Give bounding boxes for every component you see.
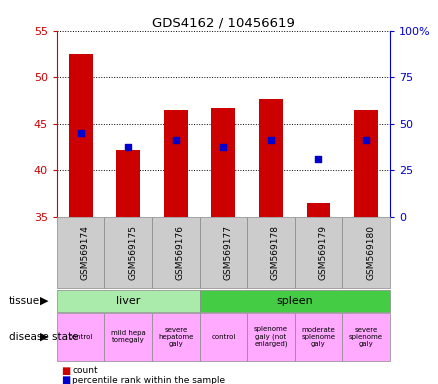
Bar (164, 110, 188, 217)
Text: splenome
galy (not
enlarged): splenome galy (not enlarged) (254, 326, 288, 348)
Bar (212, 108, 235, 217)
Point (268, 137, 275, 143)
Text: ■: ■ (61, 366, 71, 376)
Point (220, 144, 227, 150)
Text: GSM569177: GSM569177 (223, 225, 233, 280)
Bar (117, 150, 140, 217)
Text: severe
splenome
galy: severe splenome galy (349, 327, 383, 347)
Point (315, 156, 322, 162)
Point (125, 144, 132, 150)
Point (77, 130, 84, 136)
Text: GSM569178: GSM569178 (271, 225, 280, 280)
Title: GDS4162 / 10456619: GDS4162 / 10456619 (152, 17, 295, 30)
Text: severe
hepatome
galy: severe hepatome galy (158, 327, 194, 347)
Bar (69, 54, 92, 217)
Text: control: control (68, 334, 93, 340)
Text: control: control (211, 334, 236, 340)
Text: moderate
splenome
galy: moderate splenome galy (301, 327, 336, 347)
Text: mild hepa
tomegaly: mild hepa tomegaly (111, 331, 146, 343)
Text: GSM569179: GSM569179 (318, 225, 328, 280)
Text: ▶: ▶ (39, 296, 48, 306)
Bar (307, 203, 330, 217)
Text: GSM569175: GSM569175 (128, 225, 137, 280)
Text: disease state: disease state (9, 332, 78, 342)
Text: GSM569180: GSM569180 (366, 225, 375, 280)
Text: ■: ■ (61, 375, 71, 384)
Text: percentile rank within the sample: percentile rank within the sample (72, 376, 226, 384)
Bar (354, 110, 378, 217)
Text: GSM569176: GSM569176 (176, 225, 185, 280)
Text: GSM569174: GSM569174 (81, 225, 90, 280)
Point (363, 137, 370, 143)
Point (172, 137, 179, 143)
Text: tissue: tissue (9, 296, 40, 306)
Text: count: count (72, 366, 98, 375)
Bar (259, 99, 283, 217)
Text: ▶: ▶ (39, 332, 48, 342)
Text: spleen: spleen (276, 296, 313, 306)
Text: liver: liver (116, 296, 141, 306)
